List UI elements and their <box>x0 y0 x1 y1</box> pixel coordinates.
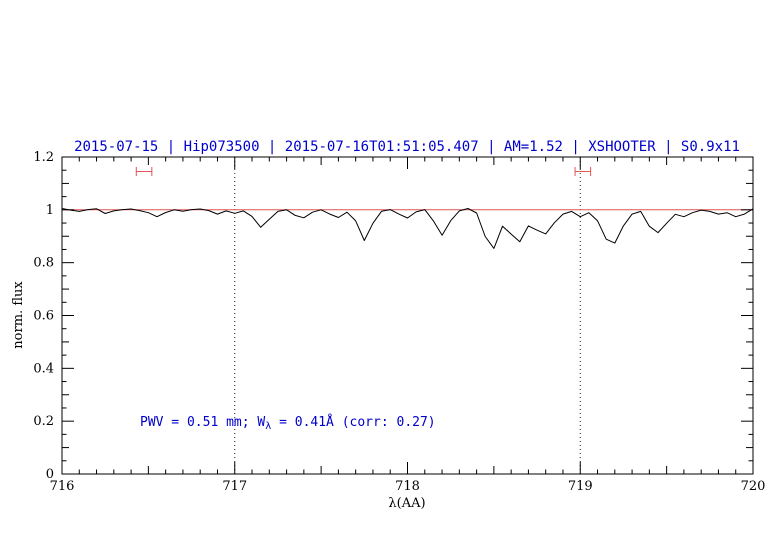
x-tick-label: 718 <box>395 479 420 494</box>
x-axis-label: λ(AA) <box>388 496 425 511</box>
x-tick-label: 720 <box>741 479 766 494</box>
y-tick-label: 0 <box>46 467 54 482</box>
y-tick-label: 0.8 <box>33 256 54 271</box>
x-tick-label: 719 <box>568 479 593 494</box>
y-tick-label: 1.2 <box>33 150 54 165</box>
y-tick-label: 0.4 <box>33 361 54 376</box>
y-tick-label: 1 <box>46 203 54 218</box>
x-tick-label: 716 <box>50 479 75 494</box>
x-tick-label: 717 <box>222 479 247 494</box>
y-tick-label: 0.6 <box>33 309 54 324</box>
y-axis-label: norm. flux <box>11 281 26 349</box>
pwv-annotation-part1: PWV = 0.51 mm; W <box>140 415 265 430</box>
pwv-annotation: PWV = 0.51 mm; Wλ = 0.41Å (corr: 0.27) <box>140 414 436 432</box>
observed-spectrum-line <box>61 208 754 249</box>
plot-title: 2015-07-15 | Hip073500 | 2015-07-16T01:5… <box>74 139 740 155</box>
pwv-annotation-subscript: λ <box>265 421 271 432</box>
y-tick-label: 0.2 <box>33 414 54 429</box>
pwv-annotation-part2: = 0.41Å (corr: 0.27) <box>271 414 435 430</box>
